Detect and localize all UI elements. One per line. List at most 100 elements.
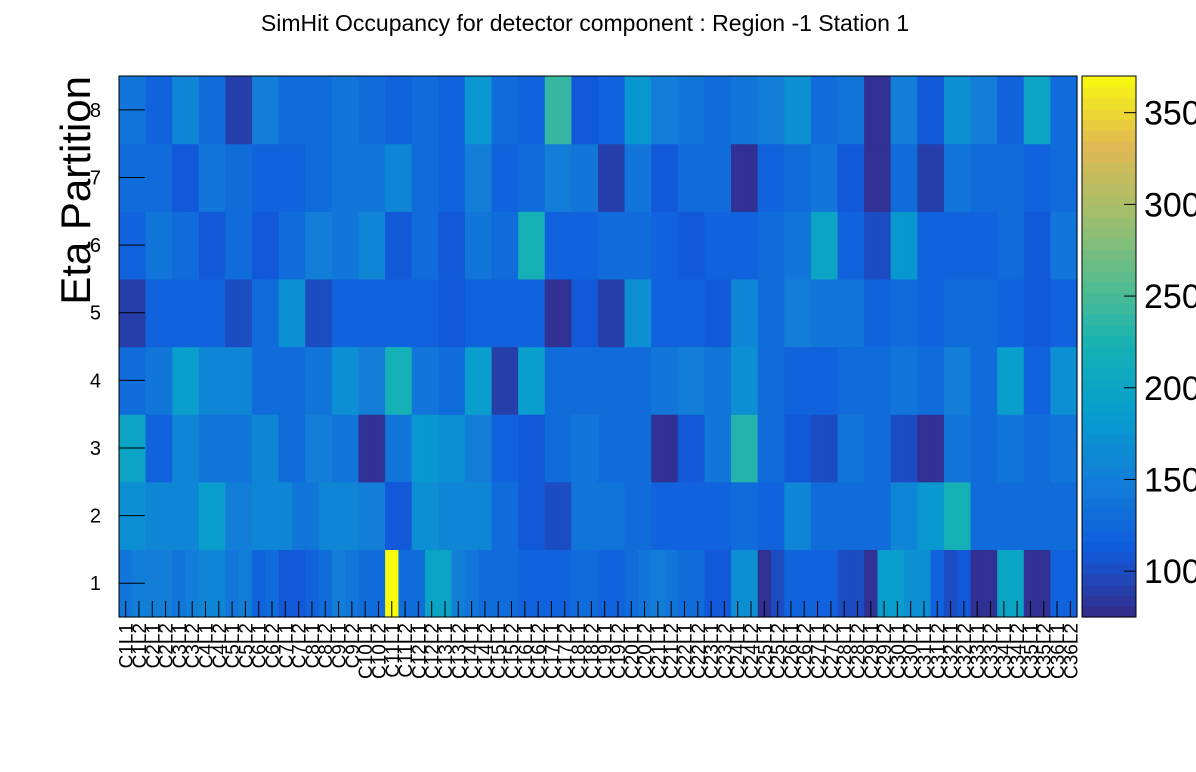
- color-bar-segment: [1082, 411, 1136, 423]
- color-bar-segment: [1082, 497, 1136, 510]
- heatmap-cell: [744, 211, 759, 280]
- heatmap-cell: [664, 278, 679, 348]
- heatmap-cell: [504, 76, 519, 145]
- color-bar-segment: [1082, 173, 1136, 185]
- heatmap-cell: [864, 549, 879, 618]
- x-tick-label: C20L2: [636, 623, 657, 679]
- heatmap-cell: [478, 346, 493, 415]
- heatmap-cell: [810, 143, 825, 212]
- heatmap-cell: [1050, 481, 1065, 550]
- heatmap-cell: [345, 143, 360, 212]
- heatmap-cell: [478, 143, 493, 212]
- heatmap-cell: [677, 278, 692, 348]
- heatmap-cell: [731, 346, 745, 415]
- heatmap-cell: [770, 549, 785, 618]
- color-bar-tick-label: 250: [1144, 278, 1196, 316]
- heatmap-cell: [611, 278, 626, 348]
- heatmap-cell: [478, 481, 493, 550]
- heatmap-cell: [651, 481, 666, 550]
- heatmap-cell: [837, 278, 852, 348]
- heatmap-cell: [664, 481, 679, 550]
- heatmap-cell: [797, 211, 812, 280]
- heatmap-cell: [145, 414, 160, 483]
- heatmap-cell: [651, 143, 666, 212]
- heatmap-cell: [385, 143, 400, 212]
- x-tick-label: C8L2: [316, 623, 337, 668]
- heatmap-cell: [824, 76, 839, 145]
- heatmap-cell: [238, 278, 253, 348]
- x-tick-label: C16L2: [529, 623, 550, 679]
- heatmap-cell: [704, 481, 719, 550]
- heatmap-cell: [677, 143, 692, 212]
- heatmap-cell: [318, 211, 333, 280]
- heatmap-cell: [770, 211, 785, 280]
- x-tick-label: C2L1: [143, 623, 164, 668]
- heatmap-cell: [1010, 481, 1025, 550]
- heatmap-cell: [318, 414, 333, 483]
- heatmap-cell: [438, 278, 453, 348]
- heatmap-cell: [904, 211, 918, 280]
- heatmap-cell: [358, 76, 373, 145]
- heatmap-cell: [425, 346, 439, 415]
- heatmap-cell: [770, 481, 785, 550]
- x-tick-label: C23L1: [702, 623, 723, 679]
- color-bar-tick-label: 100: [1144, 553, 1196, 591]
- heatmap-cell: [651, 346, 666, 415]
- heatmap-cell: [1063, 278, 1078, 348]
- heatmap-cell: [970, 346, 985, 415]
- heatmap-cell: [558, 278, 572, 348]
- heatmap-cell: [464, 278, 479, 348]
- heatmap-cell: [784, 346, 799, 415]
- heatmap-cell: [810, 549, 825, 618]
- heatmap-cell: [451, 346, 466, 415]
- x-tick-label: C7L2: [290, 623, 311, 668]
- heatmap-cell: [757, 346, 772, 415]
- heatmap-cell: [637, 76, 652, 145]
- heatmap-cell: [411, 414, 426, 483]
- heatmap-cell: [624, 76, 639, 145]
- heatmap-cell: [717, 278, 732, 348]
- heatmap-cell: [864, 346, 879, 415]
- heatmap-cell: [691, 143, 706, 212]
- heatmap-cell: [917, 481, 932, 550]
- x-tick-label: C26L2: [795, 623, 816, 679]
- heatmap-cell: [637, 143, 652, 212]
- x-tick-label: C1L1: [117, 623, 138, 668]
- heatmap-cell: [877, 414, 892, 483]
- heatmap-cell: [664, 549, 679, 618]
- heatmap-cell: [930, 211, 945, 280]
- heatmap-cell: [544, 549, 559, 618]
- color-bar-segment: [1082, 259, 1136, 272]
- heatmap-cell: [904, 278, 918, 348]
- color-bar-segment: [1082, 324, 1136, 337]
- heatmap-cell: [212, 549, 227, 618]
- heatmap-cell: [824, 143, 839, 212]
- heatmap-cell: [225, 211, 240, 280]
- heatmap-cell: [611, 549, 626, 618]
- heatmap-cell: [145, 549, 160, 618]
- heatmap-cell: [385, 549, 400, 618]
- heatmap-cell: [704, 414, 719, 483]
- y-tick-label: 2: [90, 506, 101, 528]
- color-bar-segment: [1082, 584, 1136, 596]
- heatmap-cell: [504, 414, 519, 483]
- heatmap-cell: [451, 143, 466, 212]
- heatmap-cell: [425, 414, 439, 483]
- x-tick-label: C32L2: [955, 623, 976, 679]
- heatmap-cell: [943, 346, 958, 415]
- heatmap-cell: [451, 211, 466, 280]
- heatmap-cell: [504, 346, 519, 415]
- heatmap-cell: [784, 143, 799, 212]
- heatmap-cell: [531, 211, 546, 280]
- heatmap-cell: [584, 76, 599, 145]
- heatmap-cell: [890, 76, 905, 145]
- heatmap-cell: [212, 278, 227, 348]
- color-bar-segment: [1082, 227, 1136, 239]
- heatmap-cell: [757, 211, 772, 280]
- heatmap-cell: [930, 414, 945, 483]
- x-tick-label: C14L1: [463, 623, 484, 679]
- heatmap-cell: [637, 211, 652, 280]
- heatmap-cell: [318, 549, 333, 618]
- heatmap-cell: [358, 414, 373, 483]
- color-bar-segment: [1082, 162, 1136, 174]
